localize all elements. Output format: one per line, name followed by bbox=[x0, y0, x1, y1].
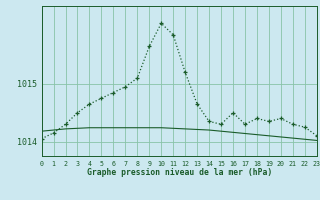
X-axis label: Graphe pression niveau de la mer (hPa): Graphe pression niveau de la mer (hPa) bbox=[87, 168, 272, 177]
